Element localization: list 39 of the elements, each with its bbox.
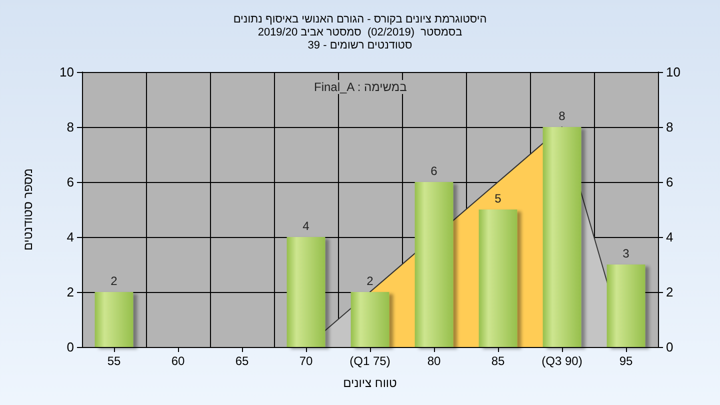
data-label: 8 bbox=[558, 109, 566, 123]
bar bbox=[350, 292, 390, 347]
data-label: 2 bbox=[366, 274, 374, 288]
x-axis-title: טווח ציונים bbox=[343, 376, 398, 390]
y-axis-title: מספר סטודנטים bbox=[21, 168, 35, 251]
annotation: Final_A : במשימה bbox=[314, 80, 407, 94]
bar bbox=[478, 210, 518, 347]
y2-tick-label: 4 bbox=[666, 230, 674, 244]
y-tick-label: 0 bbox=[66, 340, 74, 354]
y2-tick-label: 10 bbox=[666, 64, 680, 80]
data-label: 2 bbox=[110, 274, 118, 288]
bar bbox=[606, 264, 646, 347]
y2-tick-label: 6 bbox=[666, 174, 674, 190]
y-tick-label: 4 bbox=[66, 230, 74, 244]
data-label: 6 bbox=[430, 164, 438, 178]
bar bbox=[542, 127, 582, 347]
bar bbox=[414, 182, 454, 347]
y-tick-label: 8 bbox=[66, 120, 74, 134]
data-label: 3 bbox=[622, 246, 630, 260]
y-tick-label: 6 bbox=[66, 174, 74, 190]
y2-tick-label: 8 bbox=[666, 120, 674, 134]
y2-tick-label: 2 bbox=[666, 284, 674, 300]
x-tick-label: 70 bbox=[299, 354, 313, 368]
x-tick-label: (Q3 90) bbox=[542, 354, 582, 368]
x-tick-label: 85 bbox=[491, 354, 505, 368]
y2-tick-label: 0 bbox=[666, 340, 674, 354]
x-tick-label: 55 bbox=[107, 354, 121, 368]
x-tick-label: (Q1 75) bbox=[350, 354, 390, 368]
x-tick-label: 60 bbox=[171, 354, 185, 368]
y-tick-label: 2 bbox=[66, 284, 74, 300]
x-tick-label: 65 bbox=[235, 354, 249, 368]
x-tick-label: 80 bbox=[427, 354, 441, 368]
bar bbox=[286, 237, 326, 347]
y-tick-label: 10 bbox=[60, 64, 74, 80]
bar bbox=[94, 292, 134, 347]
x-tick-label: 95 bbox=[619, 354, 633, 368]
data-label: 4 bbox=[302, 219, 310, 233]
data-label: 5 bbox=[494, 192, 502, 206]
chart-title: היסטוגרמת ציונים בקורס - הגורם האנושי באיסוף נתונים בסמסטר (02/2019) סמסטר אביב 2019/20 סטודנטים רשומים - 39 bbox=[233, 14, 487, 52]
